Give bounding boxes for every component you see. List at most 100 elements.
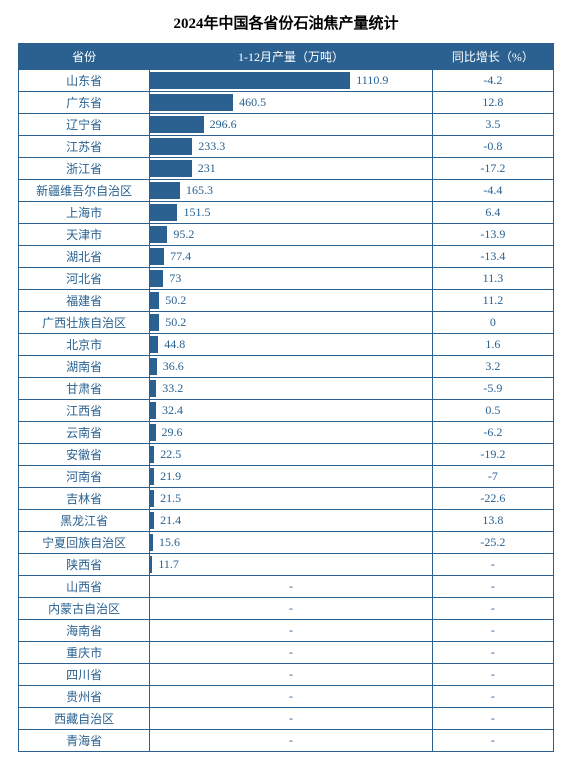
- bar-container: 151.5: [150, 203, 432, 222]
- bar-container: 95.2: [150, 225, 432, 244]
- table-row: 贵州省--: [19, 686, 554, 708]
- growth-cell: -4.2: [432, 70, 553, 92]
- table-row: 湖北省 77.4 -13.4: [19, 246, 554, 268]
- value-cell: 233.3: [150, 136, 433, 158]
- table-row: 天津市95.2-13.9: [19, 224, 554, 246]
- bar-container: 1110.9: [150, 71, 432, 90]
- table-row: 重庆市--: [19, 642, 554, 664]
- bar-container: 15.6: [150, 533, 432, 552]
- header-growth: 同比增长（%）: [432, 44, 553, 70]
- value-cell: 32.4: [150, 400, 433, 422]
- province-cell: 河南省: [19, 466, 150, 488]
- bar-container: 77.4: [150, 247, 432, 266]
- table-row: 西藏自治区--: [19, 708, 554, 730]
- value-cell: 165.3: [150, 180, 433, 202]
- value-label: 1110.9: [350, 73, 388, 88]
- value-cell: -: [150, 598, 433, 620]
- province-cell: 安徽省: [19, 444, 150, 466]
- bar: [150, 314, 159, 331]
- province-cell: 湖北省: [19, 246, 150, 268]
- province-cell: 福建省: [19, 290, 150, 312]
- bar: [150, 138, 192, 155]
- growth-cell: -6.2: [432, 422, 553, 444]
- value-dash: -: [150, 623, 432, 638]
- value-label: 29.6: [156, 425, 183, 440]
- value-label: 231: [192, 161, 216, 176]
- province-cell: 浙江省: [19, 158, 150, 180]
- growth-cell: -0.8: [432, 136, 553, 158]
- province-cell: 陕西省: [19, 554, 150, 576]
- bar-container: 11.7: [150, 555, 432, 574]
- value-label: 73: [163, 271, 181, 286]
- data-table: 省份 1-12月产量（万吨） 同比增长（%） 山东省1110.9-4.2广东省4…: [18, 43, 554, 752]
- growth-cell: -13.4: [432, 246, 553, 268]
- table-row: 安徽省22.5-19.2: [19, 444, 554, 466]
- growth-cell: -: [432, 642, 553, 664]
- table-row: 吉林省21.5-22.6: [19, 488, 554, 510]
- bar-container: 22.5: [150, 445, 432, 464]
- province-cell: 四川省: [19, 664, 150, 686]
- growth-cell: -4.4: [432, 180, 553, 202]
- value-label: 95.2: [167, 227, 194, 242]
- table-row: 山西省--: [19, 576, 554, 598]
- value-dash: -: [150, 689, 432, 704]
- value-cell: 33.2: [150, 378, 433, 400]
- growth-cell: 3.2: [432, 356, 553, 378]
- province-cell: 湖南省: [19, 356, 150, 378]
- province-cell: 吉林省: [19, 488, 150, 510]
- province-cell: 黑龙江省: [19, 510, 150, 532]
- value-cell: 21.5: [150, 488, 433, 510]
- province-cell: 云南省: [19, 422, 150, 444]
- bar-container: 21.9: [150, 467, 432, 486]
- growth-cell: 11.3: [432, 268, 553, 290]
- growth-cell: 0.5: [432, 400, 553, 422]
- value-label: 36.6: [157, 359, 184, 374]
- value-label: 77.4: [164, 249, 191, 264]
- bar: [150, 94, 233, 111]
- bar-container: 50.2: [150, 291, 432, 310]
- province-cell: 江西省: [19, 400, 150, 422]
- value-label: 11.7: [152, 557, 179, 572]
- growth-cell: -: [432, 686, 553, 708]
- table-row: 福建省50.211.2: [19, 290, 554, 312]
- value-label: 165.3: [180, 183, 213, 198]
- value-dash: -: [150, 645, 432, 660]
- table-row: 新疆维吾尔自治区 165.3 -4.4: [19, 180, 554, 202]
- value-cell: -: [150, 708, 433, 730]
- bar-container: 231: [150, 159, 432, 178]
- value-dash: -: [150, 711, 432, 726]
- bar-container: 32.4: [150, 401, 432, 420]
- value-cell: 50.2: [150, 312, 433, 334]
- bar: [150, 116, 203, 133]
- value-label: 21.4: [154, 513, 181, 528]
- growth-cell: -: [432, 730, 553, 752]
- table-row: 江苏省233.3-0.8: [19, 136, 554, 158]
- province-cell: 新疆维吾尔自治区: [19, 180, 150, 202]
- province-cell: 广西壮族自治区: [19, 312, 150, 334]
- value-dash: -: [150, 579, 432, 594]
- table-row: 青海省--: [19, 730, 554, 752]
- bar-container: 73: [150, 269, 432, 288]
- bar-container: 36.6: [150, 357, 432, 376]
- value-label: 21.5: [154, 491, 181, 506]
- province-cell: 宁夏回族自治区: [19, 532, 150, 554]
- province-cell: 内蒙古自治区: [19, 598, 150, 620]
- table-row: 广西壮族自治区50.20: [19, 312, 554, 334]
- table-row: 北京市44.81.6: [19, 334, 554, 356]
- province-cell: 西藏自治区: [19, 708, 150, 730]
- table-row: 内蒙古自治区--: [19, 598, 554, 620]
- value-cell: 296.6: [150, 114, 433, 136]
- table-row: 海南省--: [19, 620, 554, 642]
- value-cell: 22.5: [150, 444, 433, 466]
- value-label: 32.4: [156, 403, 183, 418]
- growth-cell: 0: [432, 312, 553, 334]
- bar-container: 460.5: [150, 93, 432, 112]
- value-cell: 231: [150, 158, 433, 180]
- growth-cell: -7: [432, 466, 553, 488]
- province-cell: 广东省: [19, 92, 150, 114]
- bar-container: 33.2: [150, 379, 432, 398]
- value-cell: 73: [150, 268, 433, 290]
- growth-cell: -: [432, 576, 553, 598]
- bar: [150, 248, 164, 265]
- province-cell: 贵州省: [19, 686, 150, 708]
